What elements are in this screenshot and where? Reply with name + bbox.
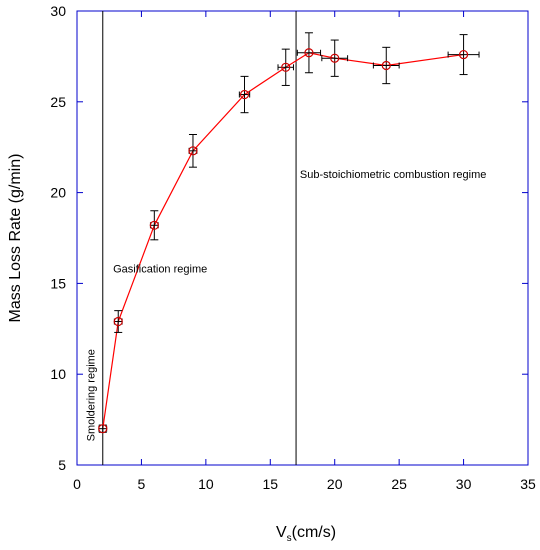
y-tick-label: 25 [50, 94, 66, 110]
data-point [381, 60, 391, 71]
data-point [330, 53, 340, 63]
x-tick-label: 35 [520, 476, 536, 492]
x-tick-label: 20 [327, 476, 343, 492]
x-axis-label-sub: s [287, 533, 292, 544]
regime-annotation: Gasification regime [113, 264, 207, 276]
x-tick-label: 0 [73, 476, 81, 492]
data-point [304, 48, 314, 58]
y-tick-label: 5 [58, 457, 66, 473]
data-point [98, 424, 108, 434]
x-tick-label: 5 [138, 476, 146, 492]
regime-boundaries [102, 11, 297, 465]
x-axis-label-main: V [276, 524, 287, 541]
data-point [149, 220, 159, 230]
x-tick-label: 30 [456, 476, 472, 492]
x-tick-label: 15 [262, 476, 278, 492]
plot-frame [76, 10, 529, 466]
data-point [188, 146, 198, 156]
data-point [113, 316, 123, 327]
y-tick-label: 20 [50, 185, 66, 201]
data-point [239, 89, 250, 100]
y-tick-label: 10 [50, 366, 66, 382]
data-series [98, 32, 480, 434]
y-tick-label: 30 [50, 3, 66, 19]
plot-area-border [76, 10, 529, 466]
series-line [102, 52, 464, 429]
y-tick-label: 15 [50, 275, 66, 291]
regime-annotation: Sub-stoichiometric combustion regime [300, 169, 486, 181]
data-point [281, 62, 291, 72]
x-axis-label-unit: (cm/s) [292, 524, 336, 541]
annotations: Gasification regime Sub-stoichiometric co… [85, 169, 486, 441]
x-axis-label: Vs(cm/s) [276, 524, 336, 544]
regime-annotation: Smoldering regime [85, 349, 97, 441]
data-point [458, 49, 469, 60]
y-axis-label: Mass Loss Rate (g/min) [7, 154, 24, 323]
x-tick-label: 10 [198, 476, 214, 492]
x-tick-label: 25 [391, 476, 407, 492]
